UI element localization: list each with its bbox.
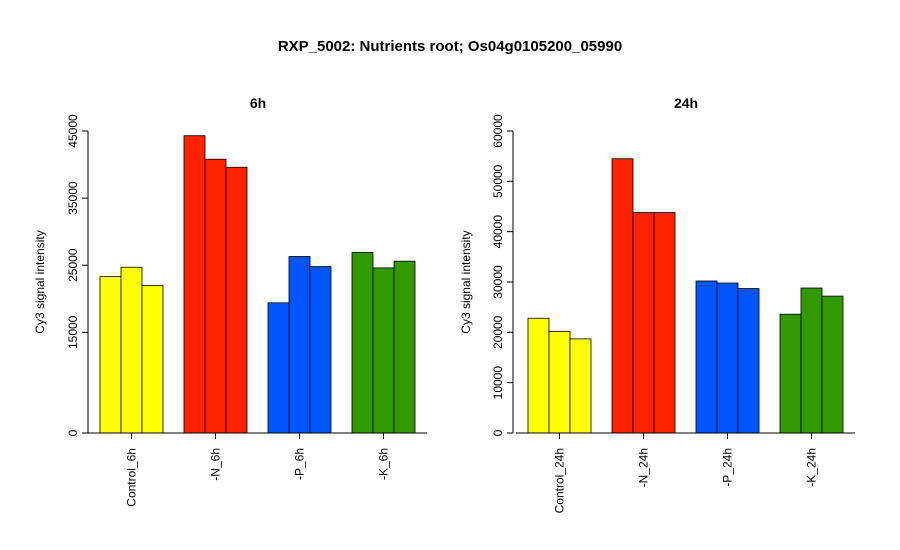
bar--K_6h-2 [372,267,395,434]
bar--P_6h-1 [267,302,290,434]
figure-title: RXP_5002: Nutrients root; Os04g0105200_0… [277,38,623,55]
y-tick-label: 40000 [491,215,505,249]
y-tick-label: 0 [491,429,505,436]
bar--N_24h-1 [611,158,634,434]
bar-Control_6h-1 [99,276,122,434]
y-tick-label: 25000 [66,248,80,282]
bar--N_24h-3 [653,212,676,434]
y-tick-label: 15000 [66,315,80,349]
panel-24h: 24h Control_24h -N_24h -P_24h -K_24h 0 10000 20… [459,95,855,513]
y-tick-label: 10000 [491,366,505,400]
bar--N_6h-2 [204,158,227,434]
y-axis-label: Cy3 signal intensity [33,230,47,333]
bar--P_24h-1 [695,280,718,434]
x-tick-label: Control_6h [125,448,139,507]
x-tick-label: -N_6h [209,448,223,481]
bar--K_24h-2 [800,287,823,434]
y-tick-label: 0 [66,429,80,436]
y-tick-label: 20000 [491,315,505,349]
bar--P_24h-3 [737,288,760,434]
bar-Control_6h-3 [141,284,164,434]
bar--N_24h-2 [632,212,655,434]
panel-title: 6h [250,95,266,111]
y-tick-label: 60000 [491,114,505,148]
x-tick-label: -P_24h [721,448,735,487]
bar-Control_24h-2 [548,330,571,434]
bar--K_24h-3 [821,295,844,434]
panel-title: 24h [674,95,698,111]
x-tick-label: -N_24h [637,448,651,487]
x-tick-label: Control_24h [553,448,567,513]
bar--N_6h-3 [225,166,248,434]
y-axis-label: Cy3 signal intensity [459,230,473,333]
panel-6h: 6h Control_6h -N_6h -P_6h -K_6h 0 15000 25000 35… [33,95,427,507]
y-tick-label: 35000 [66,181,80,215]
y-tick-label: 30000 [491,265,505,299]
bar--K_6h-3 [393,260,416,434]
bar--P_6h-2 [288,256,311,434]
x-tick-label: -K_6h [377,448,391,480]
bar--K_6h-1 [351,252,374,434]
bar--P_6h-3 [309,266,332,434]
bar--N_6h-1 [183,135,206,434]
bar-Control_6h-2 [120,266,143,434]
bar-Control_24h-3 [569,338,592,434]
bar--P_24h-2 [716,282,739,434]
y-tick-label: 50000 [491,164,505,198]
y-tick-label: 45000 [66,114,80,148]
x-tick-label: -K_24h [805,448,819,487]
bar--K_24h-1 [779,313,802,434]
bar-Control_24h-1 [527,317,550,434]
x-tick-label: -P_6h [293,448,307,480]
